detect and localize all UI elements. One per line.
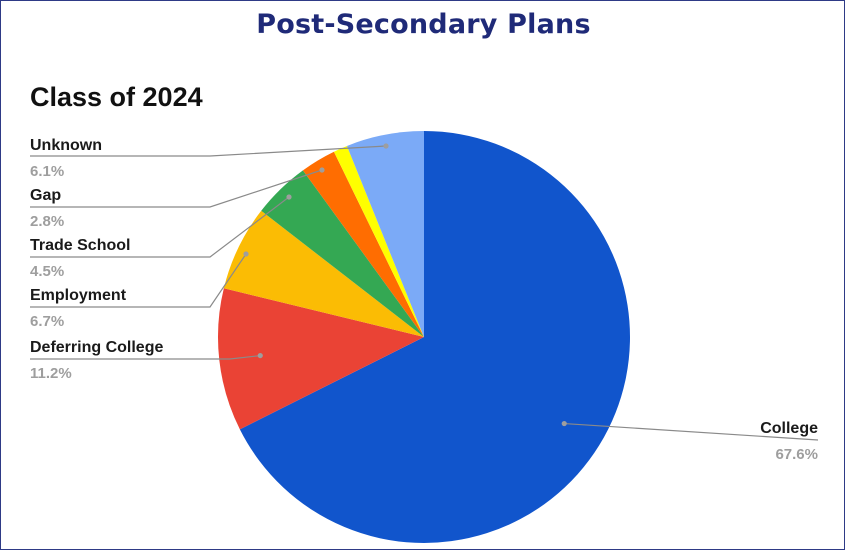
slice-label-college: College <box>760 420 818 437</box>
leader-dot-trade-school <box>286 194 292 200</box>
leader-dot-college <box>561 420 567 427</box>
slice-label-employment: Employment <box>30 287 127 304</box>
slice-value-deferring-college: 11.2% <box>30 365 72 382</box>
pie-labels: College 67.6% Deferring College 11.2% Employ… <box>30 137 818 463</box>
slice-value-unknown: 6.1% <box>30 163 64 180</box>
pie-slice-deferring-college <box>217 288 424 430</box>
pie-slice-trade-school <box>261 170 424 337</box>
slice-label-deferring-college: Deferring College <box>30 339 163 356</box>
leader-dot-employment <box>243 251 249 257</box>
pie-slice-employment <box>223 210 424 337</box>
leader-dot-deferring-college <box>257 352 263 359</box>
slice-value-employment: 6.7% <box>30 313 64 330</box>
leader-line-college <box>564 422 819 441</box>
leader-line-trade-school <box>30 196 290 258</box>
leader-line-unknown <box>30 145 387 157</box>
pie-slice-gap <box>302 151 424 337</box>
pie-slices <box>217 131 630 543</box>
slice-value-gap: 2.8% <box>30 213 64 230</box>
slice-label-unknown: Unknown <box>30 137 102 154</box>
pie-slice-unknown <box>346 131 424 337</box>
leader-dot-unknown <box>383 143 389 149</box>
chart-title: Class of 2024 <box>30 82 203 112</box>
slice-label-trade-school: Trade School <box>30 237 130 254</box>
slice-value-college: 67.6% <box>775 446 818 463</box>
slice-value-trade-school: 4.5% <box>30 263 64 280</box>
leader-dot-gap <box>319 167 325 173</box>
leader-line-deferring-college <box>30 355 261 360</box>
slice-label-gap: Gap <box>30 187 61 204</box>
leader-line-gap <box>30 169 323 208</box>
leader-line-employment <box>30 253 247 308</box>
pie-slice-other <box>333 145 424 337</box>
pie-slice-college <box>239 131 630 543</box>
page-title: Post-Secondary Plans <box>256 9 591 40</box>
